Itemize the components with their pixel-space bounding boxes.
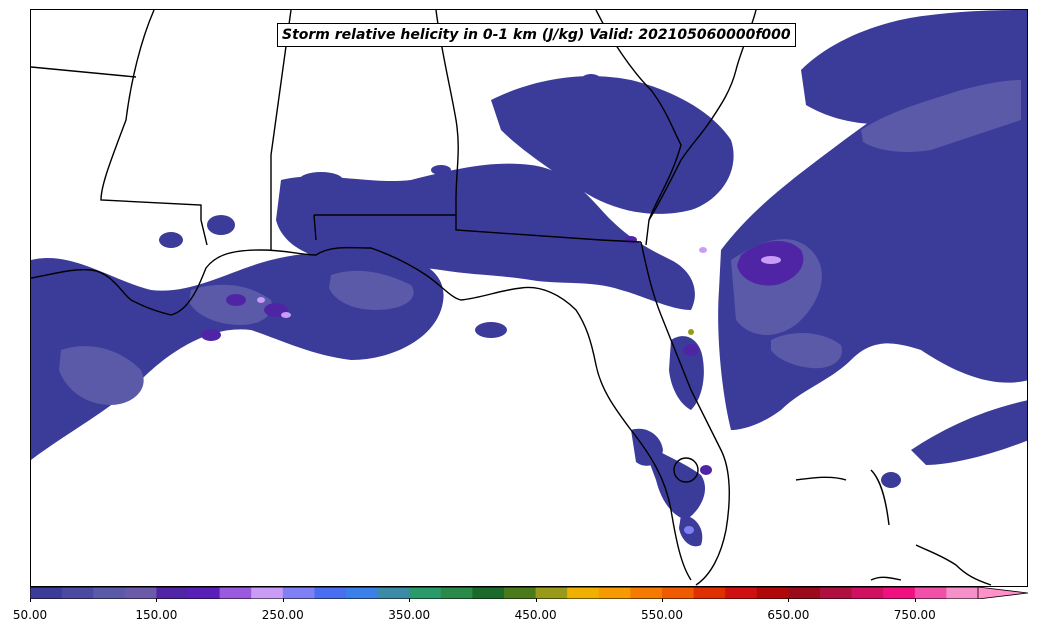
colorbar-segment — [662, 587, 695, 599]
colorbar-ticks: 50.00 150.00 250.00 350.00 450.00 550.00 650.0… — [0, 598, 1037, 628]
colorbar-tick-label: 750.00 — [893, 608, 936, 622]
colorbar-segment — [219, 587, 252, 599]
colorbar-segment — [630, 587, 663, 599]
colorbar-segment — [314, 587, 347, 599]
colorbar-segment — [61, 587, 94, 599]
colorbar-segment — [788, 587, 821, 599]
colorbar-segment — [567, 587, 600, 599]
colorbar — [30, 587, 1028, 599]
colorbar-tick-mark — [914, 598, 916, 602]
colorbar-segment — [756, 587, 789, 599]
colorbar-tick-label: 350.00 — [388, 608, 431, 622]
colorbar-tick-label: 250.00 — [261, 608, 304, 622]
helicity-fill-base — [31, 10, 1027, 547]
colorbar-segment — [598, 587, 631, 599]
colorbar-tick-mark — [156, 598, 158, 602]
colorbar-segment — [914, 587, 947, 599]
colorbar-segment — [251, 587, 284, 599]
helicity-fill-high — [201, 236, 804, 475]
colorbar-segment — [30, 587, 63, 599]
colorbar-segment — [946, 587, 979, 599]
colorbar-segment — [282, 587, 315, 599]
colorbar-segment — [409, 587, 442, 599]
colorbar-segment — [504, 587, 537, 599]
colorbar-tick-mark — [282, 598, 284, 602]
colorbar-tick-mark — [788, 598, 790, 602]
colorbar-segment — [346, 587, 379, 599]
colorbar-segment — [693, 587, 726, 599]
colorbar-segment — [440, 587, 473, 599]
colorbar-tick-label: 650.00 — [767, 608, 810, 622]
colorbar-extend-arrow — [977, 587, 1028, 599]
colorbar-segment — [188, 587, 221, 599]
colorbar-tick-mark — [535, 598, 537, 602]
colorbar-tick-label: 150.00 — [135, 608, 178, 622]
colorbar-tick-mark — [30, 598, 31, 602]
map-title: Storm relative helicity in 0-1 km (J/kg)… — [277, 23, 796, 47]
colorbar-tick-mark — [409, 598, 411, 602]
colorbar-segment — [820, 587, 853, 599]
colorbar-segment — [472, 587, 505, 599]
colorbar-tick-label: 550.00 — [641, 608, 683, 622]
helicity-fill-peak — [257, 247, 781, 534]
coastline-and-borders — [31, 10, 992, 586]
helicity-map — [31, 10, 1027, 586]
colorbar-tick-label: 50.00 — [12, 608, 48, 622]
colorbar-segment — [725, 587, 758, 599]
map-panel: Storm relative helicity in 0-1 km (J/kg)… — [30, 9, 1028, 587]
colorbar-segment — [93, 587, 126, 599]
colorbar-segment — [377, 587, 410, 599]
colorbar-segment — [156, 587, 189, 599]
colorbar-segment — [535, 587, 568, 599]
colorbar-tick-mark — [662, 598, 663, 602]
colorbar-segment — [883, 587, 916, 599]
colorbar-segment — [124, 587, 157, 599]
colorbar-segment — [851, 587, 884, 599]
colorbar-tick-label: 450.00 — [514, 608, 557, 622]
